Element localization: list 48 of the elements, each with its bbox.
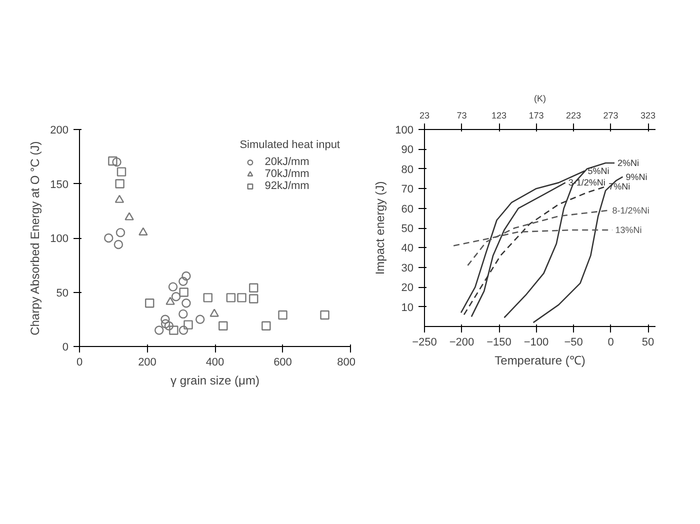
x2-tick-label: 273: [603, 110, 618, 120]
x2-tick-label: 73: [456, 110, 467, 120]
y-tick-label: 20: [401, 282, 414, 294]
x-tick-label: 50: [642, 336, 654, 348]
y-tick-label: 70: [401, 184, 414, 196]
y-axis-title: Charpy Absorbed Energy at O °C (J): [28, 141, 42, 336]
x-tick-label: −100: [524, 336, 549, 348]
y-tick-label: 50: [401, 223, 414, 235]
x-tick-label: 800: [337, 356, 356, 368]
x2-tick-label: 23: [419, 110, 430, 120]
series-label: 2%Ni: [618, 158, 640, 168]
x2-tick-label: 223: [566, 110, 582, 120]
x-tick-label: 0: [76, 356, 83, 368]
legend-label: 20kJ/mm: [264, 156, 310, 168]
x2-tick-label: 123: [492, 110, 507, 120]
y-tick-label: 150: [50, 178, 69, 191]
x-tick-label: −150: [486, 336, 512, 348]
y-tick-label: 60: [401, 203, 414, 216]
x-axis-title: Temperature (℃): [494, 354, 586, 368]
legend-label: 70kJ/mm: [264, 168, 310, 180]
legend-label: 92kJ/mm: [264, 180, 310, 192]
y-tick-label: 80: [401, 164, 414, 176]
y-tick-label: 100: [50, 233, 69, 245]
series-label: 13%Ni: [615, 224, 642, 235]
x-tick-label: −50: [564, 336, 583, 348]
legend-title: Simulated heat input: [240, 139, 340, 151]
y-axis-title: Impact energy (J): [373, 181, 388, 275]
series-label: 7%Ni: [608, 182, 630, 192]
y-tick-label: 10: [401, 302, 414, 314]
x-tick-label: −200: [449, 336, 474, 348]
x-tick-label: 200: [138, 356, 156, 368]
series-label: 9%Ni: [626, 172, 648, 182]
y-tick-label: 200: [50, 124, 69, 136]
y-tick-label: 90: [401, 144, 414, 156]
y-tick-label: 30: [401, 262, 414, 274]
x2-tick-label: 173: [528, 110, 544, 120]
y-tick-label: 100: [395, 124, 414, 136]
y-tick-label: 50: [56, 287, 69, 300]
x-tick-label: 0: [608, 336, 614, 348]
series-label: 8-1/2%Ni: [612, 205, 650, 216]
x2-tick-label: 323: [640, 110, 656, 120]
x-tick-label: 400: [206, 356, 224, 368]
x-tick-label: 600: [274, 356, 292, 368]
x-axis-title: γ grain size (μm): [170, 374, 260, 388]
x-tick-label: −250: [412, 336, 437, 348]
x2-axis-title: (K): [534, 94, 546, 104]
series-label: 5%Ni: [588, 166, 610, 176]
y-tick-label: 40: [401, 242, 414, 255]
